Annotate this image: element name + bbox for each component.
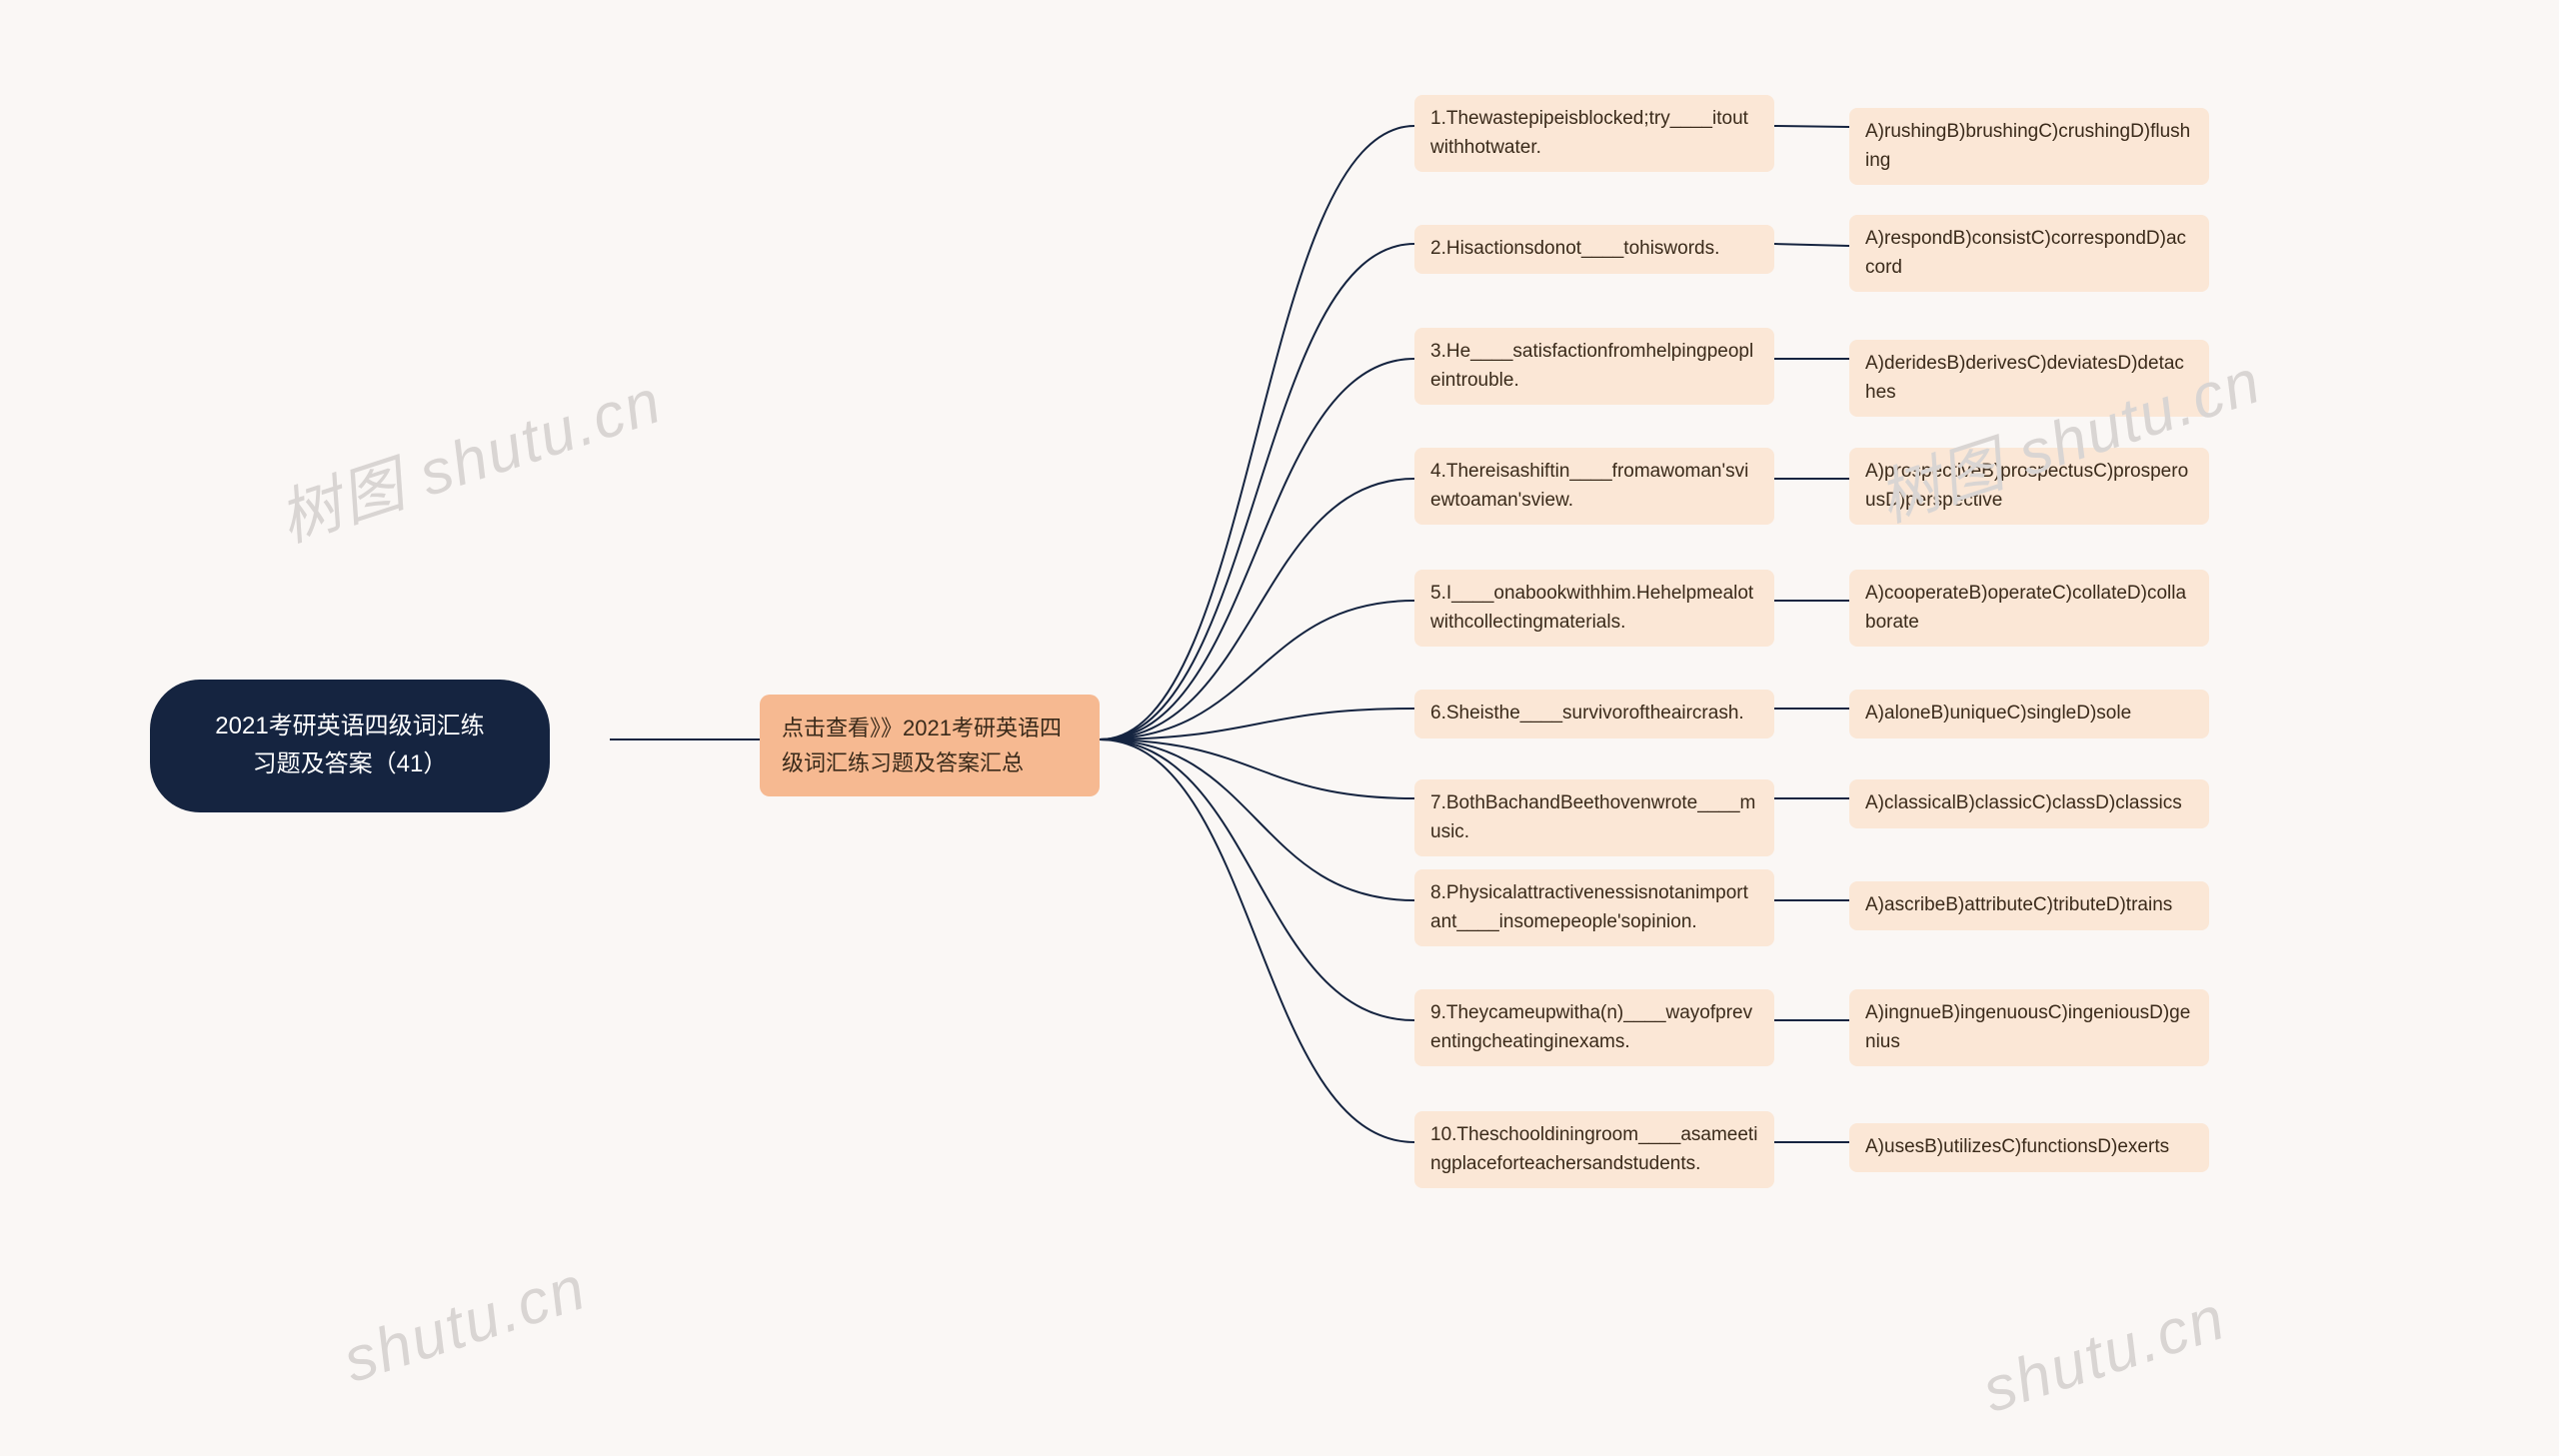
question-label-2: 2.Hisactionsdonot____tohiswords. xyxy=(1430,238,1719,259)
question-label-7: 7.BothBachandBeethovenwrote____music. xyxy=(1430,792,1755,842)
answer-node-1: A)rushingB)brushingC)crushingD)flushing xyxy=(1849,108,2209,185)
answer-label-3: A)deridesB)derivesC)deviatesD)detaches xyxy=(1865,353,2184,403)
watermark-3: shutu.cn xyxy=(335,1252,595,1397)
watermark-1: 树图 shutu.cn xyxy=(266,351,672,559)
question-node-7: 7.BothBachandBeethovenwrote____music. xyxy=(1414,779,1774,856)
watermark-4: shutu.cn xyxy=(1974,1282,2234,1427)
answer-node-10: A)usesB)utilizesC)functionsD)exerts xyxy=(1849,1123,2209,1172)
question-node-6: 6.Sheisthe____survivoroftheaircrash. xyxy=(1414,690,1774,738)
answer-label-1: A)rushingB)brushingC)crushingD)flushing xyxy=(1865,121,2190,171)
answer-label-10: A)usesB)utilizesC)functionsD)exerts xyxy=(1865,1136,2169,1157)
question-node-1: 1.Thewastepipeisblocked;try____itoutwith… xyxy=(1414,95,1774,172)
answer-label-2: A)respondB)consistC)correspondD)accord xyxy=(1865,228,2186,278)
answer-label-7: A)classicalB)classicC)classD)classics xyxy=(1865,792,2182,813)
root-node: 2021考研英语四级词汇练 习题及答案（41） xyxy=(150,680,550,812)
answer-label-5: A)cooperateB)operateC)collateD)collabora… xyxy=(1865,583,2186,633)
answer-node-2: A)respondB)consistC)correspondD)accord xyxy=(1849,215,2209,292)
answer-node-8: A)ascribeB)attributeC)tributeD)trains xyxy=(1849,881,2209,930)
answer-node-9: A)ingnueB)ingenuousC)ingeniousD)genius xyxy=(1849,989,2209,1066)
level1-node: 点击查看》》2021考研英语四级词汇练习题及答案汇总 xyxy=(760,695,1100,796)
question-node-4: 4.Thereisashiftin____fromawoman'sviewtoa… xyxy=(1414,448,1774,525)
answer-node-6: A)aloneB)uniqueC)singleD)sole xyxy=(1849,690,2209,738)
question-node-9: 9.Theycameupwitha(n)____wayofpreventingc… xyxy=(1414,989,1774,1066)
question-node-5: 5.I____onabookwithhim.Hehelpmealotwithco… xyxy=(1414,570,1774,647)
answer-label-4: A)prospectiveB)prospectusC)prosperousD)p… xyxy=(1865,461,2188,511)
question-node-2: 2.Hisactionsdonot____tohiswords. xyxy=(1414,225,1774,274)
question-label-5: 5.I____onabookwithhim.Hehelpmealotwithco… xyxy=(1430,583,1753,633)
question-node-3: 3.He____satisfactionfromhelpingpeopleint… xyxy=(1414,328,1774,405)
root-label-line2: 习题及答案（41） xyxy=(253,750,448,777)
answer-label-8: A)ascribeB)attributeC)tributeD)trains xyxy=(1865,894,2172,915)
question-label-10: 10.Theschooldiningroom____asameetingplac… xyxy=(1430,1124,1757,1174)
question-label-3: 3.He____satisfactionfromhelpingpeopleint… xyxy=(1430,341,1753,391)
answer-node-5: A)cooperateB)operateC)collateD)collabora… xyxy=(1849,570,2209,647)
level1-label: 点击查看》》2021考研英语四级词汇练习题及答案汇总 xyxy=(782,716,1062,775)
question-label-9: 9.Theycameupwitha(n)____wayofpreventingc… xyxy=(1430,1002,1752,1052)
answer-node-3: A)deridesB)derivesC)deviatesD)detaches xyxy=(1849,340,2209,417)
question-label-1: 1.Thewastepipeisblocked;try____itoutwith… xyxy=(1430,108,1748,158)
question-node-8: 8.Physicalattractivenessisnotanimportant… xyxy=(1414,869,1774,946)
root-label-line1: 2021考研英语四级词汇练 xyxy=(215,713,484,739)
question-node-10: 10.Theschooldiningroom____asameetingplac… xyxy=(1414,1111,1774,1188)
question-label-8: 8.Physicalattractivenessisnotanimportant… xyxy=(1430,882,1748,932)
answer-label-6: A)aloneB)uniqueC)singleD)sole xyxy=(1865,703,2131,724)
answer-node-7: A)classicalB)classicC)classD)classics xyxy=(1849,779,2209,828)
question-label-4: 4.Thereisashiftin____fromawoman'sviewtoa… xyxy=(1430,461,1748,511)
answer-label-9: A)ingnueB)ingenuousC)ingeniousD)genius xyxy=(1865,1002,2190,1052)
question-label-6: 6.Sheisthe____survivoroftheaircrash. xyxy=(1430,703,1744,724)
answer-node-4: A)prospectiveB)prospectusC)prosperousD)p… xyxy=(1849,448,2209,525)
